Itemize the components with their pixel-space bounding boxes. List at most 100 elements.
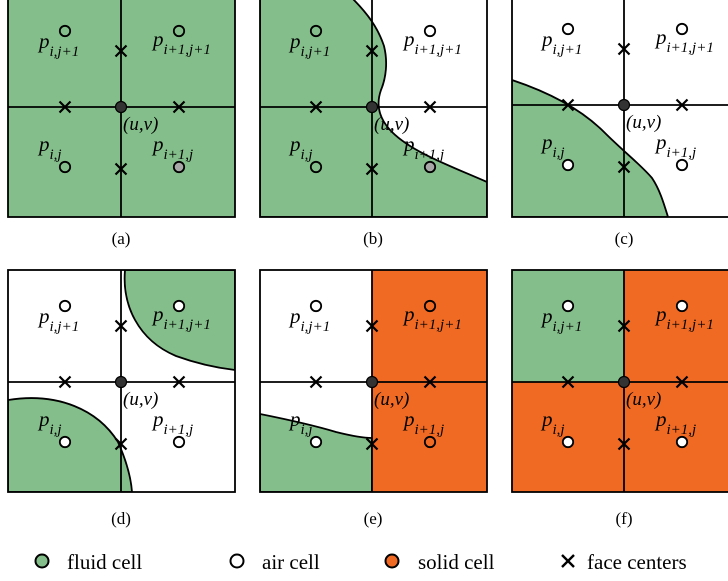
- face-center-icon: [561, 375, 575, 389]
- face-center-icon: [114, 44, 128, 58]
- panel-caption: (d): [111, 509, 131, 528]
- pressure-node-icon: [561, 158, 575, 172]
- label-p-i-j1: pi,j+1: [540, 304, 582, 335]
- pressure-node-icon: [423, 299, 437, 313]
- face-center-icon: [617, 319, 631, 333]
- label-p-i-j1: pi,j+1: [37, 304, 79, 335]
- panel-a-grid: pi,j+1 pi+1,j+1 pi,j pi+1,j(u,v): [8, 0, 235, 217]
- label-p-i1-j1: pi+1,j+1: [402, 27, 462, 58]
- legend-label-air: air cell: [262, 550, 320, 574]
- label-p-i-j: pi,j: [288, 407, 313, 438]
- label-p-i1-j: pi+1,j: [654, 407, 696, 438]
- face-center-icon: [675, 375, 689, 389]
- label-p-i1-j1: pi+1,j+1: [402, 302, 462, 333]
- label-p-i-j1: pi,j+1: [288, 29, 330, 60]
- face-center-icon: [58, 375, 72, 389]
- face-center-icon: [675, 98, 689, 112]
- pressure-node-icon: [675, 299, 689, 313]
- face-center-icon: [58, 100, 72, 114]
- label-p-i-j1: pi,j+1: [37, 29, 79, 60]
- panel-e-grid: pi,j+1 pi+1,j+1 pi,j pi+1,j(u,v): [260, 270, 487, 492]
- pressure-node-icon: [58, 435, 72, 449]
- face-center-icon: [365, 44, 379, 58]
- panel-caption: (a): [112, 229, 131, 248]
- legend-label-fluid: fluid cell: [67, 550, 142, 574]
- panel-f-grid: pi,j+1 pi+1,j+1 pi,j pi+1,j(u,v): [512, 270, 728, 492]
- label-p-i1-j: pi+1,j: [151, 132, 193, 163]
- label-p-i-j: pi,j: [37, 132, 62, 163]
- label-p-i1-j: pi+1,j: [151, 407, 193, 438]
- velocity-sample-point-icon: [365, 100, 379, 114]
- face-center-icon: [114, 437, 128, 451]
- solid-cell-icon: [384, 553, 400, 569]
- face-center-icon: [172, 100, 186, 114]
- pressure-node-icon: [561, 435, 575, 449]
- face-center-icon: [617, 437, 631, 451]
- face-center-icon: [172, 375, 186, 389]
- face-center-icon: [309, 100, 323, 114]
- legend-label-solid: solid cell: [418, 550, 495, 574]
- legend-item-fluid: fluid cell: [34, 550, 142, 574]
- label-uv: (u,v): [374, 389, 409, 410]
- label-p-i-j: pi,j: [288, 132, 313, 163]
- velocity-sample-point-icon: [114, 375, 128, 389]
- pressure-node-icon: [309, 24, 323, 38]
- label-p-i-j: pi,j: [540, 130, 565, 161]
- velocity-sample-point-icon: [365, 375, 379, 389]
- fluid-region: [512, 79, 669, 217]
- face-center-icon: [561, 98, 575, 112]
- face-center-icon: [365, 437, 379, 451]
- panel-caption: (c): [615, 229, 634, 248]
- velocity-sample-point-icon: [114, 100, 128, 114]
- face-center-icon: [114, 319, 128, 333]
- air-cell-icon: [229, 553, 245, 569]
- velocity-sample-point-icon: [617, 98, 631, 112]
- pressure-node-icon: [561, 22, 575, 36]
- label-p-i-j: pi,j: [540, 407, 565, 438]
- label-p-i-j1: pi,j+1: [540, 27, 582, 58]
- label-p-i1-j1: pi+1,j+1: [151, 302, 211, 333]
- legend: fluid cell air cell solid cell face cent…: [34, 550, 687, 574]
- label-p-i1-j1: pi+1,j+1: [654, 25, 714, 56]
- label-p-i1-j1: pi+1,j+1: [151, 27, 211, 58]
- panel-b-grid: pi,j+1 pi+1,j+1 pi,j pi+1,j(u,v): [260, 0, 487, 217]
- face-center-icon: [365, 319, 379, 333]
- velocity-sample-point-icon: [617, 375, 631, 389]
- label-p-i1-j: pi+1,j: [654, 130, 696, 161]
- pressure-node-icon: [58, 24, 72, 38]
- pressure-node-icon: [58, 160, 72, 174]
- panel-caption: (f): [616, 509, 633, 528]
- pressure-node-icon: [423, 160, 437, 174]
- label-uv: (u,v): [374, 114, 409, 135]
- pressure-node-icon: [423, 24, 437, 38]
- label-p-i-j: pi,j: [37, 407, 62, 438]
- panel-c-grid: pi,j+1 pi+1,j+1 pi,j pi+1,j(u,v): [512, 0, 728, 217]
- pressure-node-icon: [172, 160, 186, 174]
- label-uv: (u,v): [626, 112, 661, 133]
- pressure-node-icon: [172, 299, 186, 313]
- pressure-node-icon: [309, 435, 323, 449]
- pressure-node-icon: [675, 435, 689, 449]
- pressure-node-icon: [675, 22, 689, 36]
- pressure-node-icon: [309, 299, 323, 313]
- pressure-node-icon: [309, 160, 323, 174]
- label-uv: (u,v): [123, 114, 158, 135]
- fluid-region: [512, 270, 624, 382]
- panel-caption: (e): [364, 509, 383, 528]
- label-p-i1-j: pi+1,j: [402, 407, 444, 438]
- face-center-icon: [423, 100, 437, 114]
- panel-d-grid: pi,j+1 pi+1,j+1 pi,j pi+1,j(u,v): [8, 270, 235, 492]
- pressure-node-icon: [172, 24, 186, 38]
- label-p-i1-j: pi+1,j: [402, 132, 444, 163]
- fluid-region-top-right: [123, 270, 235, 371]
- pressure-node-icon: [423, 435, 437, 449]
- legend-item-solid: solid cell: [384, 550, 495, 574]
- pressure-node-icon: [58, 299, 72, 313]
- face-center-icon: [423, 375, 437, 389]
- face-center-icon: [617, 42, 631, 56]
- label-uv: (u,v): [626, 389, 661, 410]
- legend-item-air: air cell: [229, 550, 320, 574]
- panel-caption: (b): [363, 229, 383, 248]
- pressure-node-icon: [172, 435, 186, 449]
